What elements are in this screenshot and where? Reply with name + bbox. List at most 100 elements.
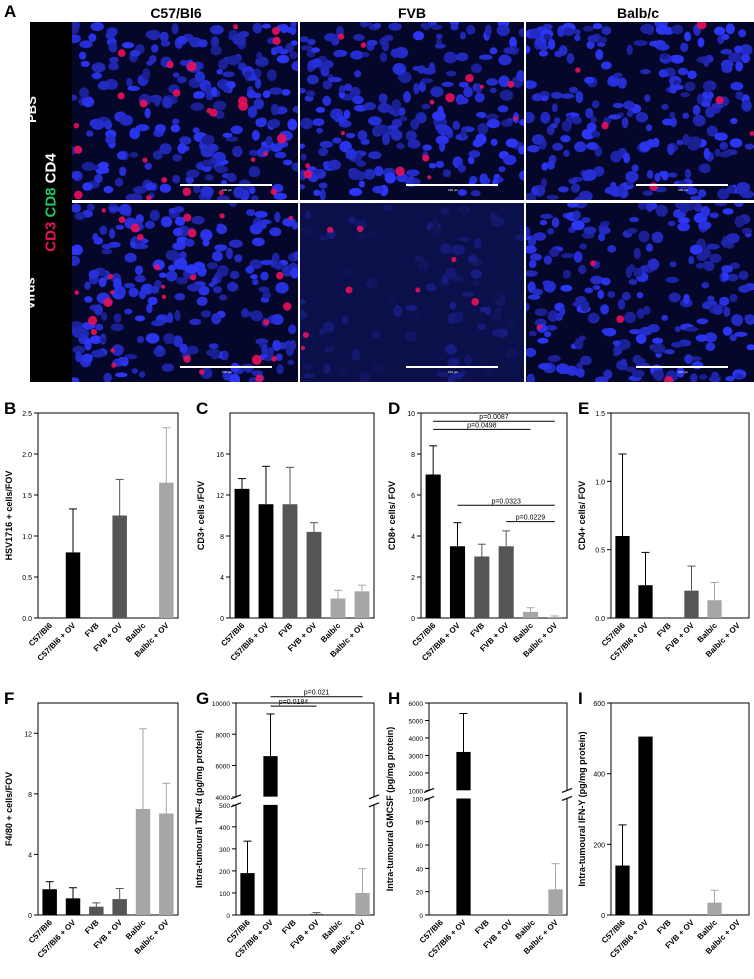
y-tick-label: 1.0 — [595, 479, 605, 486]
scale-bar-label: 100 µm — [448, 370, 459, 374]
stain-legend: CD3 CD8 CD4 — [43, 153, 60, 251]
axis-break-mark — [561, 795, 573, 801]
y-tick-label: 0.5 — [22, 575, 32, 582]
scale-bar-label: 100 µm — [678, 188, 689, 192]
y-tick-label: 0 — [411, 616, 415, 623]
panel-letter-b: B — [4, 399, 17, 418]
bar-fvb-ov — [112, 899, 127, 915]
y-tick-label: 8000 — [216, 732, 231, 739]
micrograph-pbs-fvb: 100 µm — [300, 22, 524, 200]
x-tick-label: FVB — [83, 621, 101, 639]
tile-separator — [72, 200, 754, 203]
bar-fvb — [282, 504, 298, 618]
scale-bar — [180, 366, 272, 368]
row-label-virus: Virus — [22, 277, 38, 310]
row-label-pbs: PBS — [23, 96, 39, 123]
micrograph-pbs-c57: 100 µm — [72, 22, 298, 200]
y-tick-label: 8 — [411, 452, 415, 459]
stain-cd3: CD3 — [42, 221, 60, 252]
y-tick-label: 400 — [593, 772, 605, 779]
scale-bar-label: 100 µm — [222, 188, 233, 192]
bar-c57-bl6 — [42, 889, 57, 915]
y-axis-label: CD4+ cells/ FOV — [577, 481, 587, 550]
y-tick-label: 12 — [216, 493, 224, 500]
y-axis-label: CD8+ cells/ FOV — [387, 481, 397, 550]
y-tick-label: 0 — [601, 913, 605, 920]
bar-balb-c-ov — [159, 482, 174, 618]
y-tick-label: 16 — [216, 452, 224, 459]
bar-c57-bl6-ov — [638, 736, 653, 915]
panel-letter-e: E — [578, 399, 590, 418]
y-tick-label: 2000 — [409, 771, 424, 778]
panel-letter-d: D — [388, 399, 401, 418]
column-header-balbc: Balb/c — [616, 5, 659, 21]
stain-cd4: CD4 — [42, 153, 60, 184]
bar-fvb-ov — [498, 546, 514, 618]
micrograph-pbs-balbc: 100 µm — [526, 22, 754, 200]
bar-fvb-ov — [112, 515, 127, 618]
y-tick-label: 10 — [407, 411, 415, 418]
bar-balb-c-ov — [159, 813, 174, 915]
bar-fvb — [89, 906, 104, 915]
bar-balb-c — [135, 809, 151, 915]
y-axis-label: HSV1716 + cells/FOV — [4, 471, 14, 561]
stain-cd8: CD8 — [42, 187, 60, 218]
x-tick-label: FVB — [469, 621, 487, 639]
scale-bar-label: 100 µm — [222, 370, 233, 374]
y-tick-label: 200 — [219, 869, 230, 876]
y-tick-label: 1.0 — [22, 534, 32, 541]
y-tick-label: 300 — [219, 847, 230, 854]
y-tick-label: 0.5 — [595, 548, 605, 555]
y-tick-label: 200 — [593, 842, 605, 849]
bar-fvb-ov — [309, 913, 324, 915]
panel-letter-i: I — [578, 689, 583, 708]
x-tick-label: FVB — [655, 621, 673, 639]
bar-balb-c — [330, 598, 346, 618]
y-axis-label: Intra-tumoural TNF-α (pg/mg protein) — [194, 730, 204, 888]
bar-balb-c-ov — [354, 591, 370, 618]
y-tick-label: 6 — [411, 493, 415, 500]
bar-c57-bl6-ov — [258, 504, 274, 618]
y-tick-label: 40 — [416, 866, 424, 873]
axis-break-mark — [423, 795, 435, 801]
bar-c57-bl6-ov — [263, 756, 278, 915]
column-header-fvb: FVB — [398, 5, 426, 21]
y-axis-label: Intra-tumoural IFN-Y (pg/mg protein) — [577, 731, 587, 886]
bar-c57-bl6-ov — [456, 751, 471, 915]
scale-bar — [406, 366, 498, 368]
y-tick-label: 4000 — [216, 795, 231, 802]
bar-c57-bl6-ov — [65, 552, 81, 618]
x-tick-label: FVB — [277, 621, 295, 639]
significance-label: p=0.0498 — [467, 422, 496, 429]
y-tick-label: 12 — [24, 731, 32, 738]
y-tick-label: 8 — [28, 792, 32, 799]
bar-balb-c — [707, 902, 722, 915]
y-tick-label: 0 — [226, 913, 230, 920]
y-tick-label: 4 — [411, 534, 415, 541]
panel-letter-g: G — [196, 689, 210, 708]
axis-break-mark — [368, 802, 380, 808]
y-tick-label: 2 — [411, 575, 415, 582]
y-tick-label: 60 — [416, 843, 424, 850]
bar-c57-bl6 — [240, 873, 255, 915]
y-tick-label: 2.0 — [22, 452, 32, 459]
bar-balb-c-ov — [547, 616, 563, 618]
y-tick-label: 4 — [220, 575, 224, 582]
panel-letter-h: H — [388, 689, 401, 708]
y-tick-label: 0 — [419, 913, 423, 920]
y-tick-label: 100 — [412, 796, 423, 803]
y-tick-label: 0.0 — [22, 616, 32, 623]
plot-frame — [37, 412, 179, 619]
bar-fvb-ov — [684, 590, 699, 618]
axis-break-mark — [368, 794, 380, 800]
bar-c57-bl6-ov — [449, 546, 466, 618]
plot-frame — [235, 702, 375, 916]
plot-frame — [610, 412, 750, 619]
bar-break — [455, 790, 472, 799]
scale-bar-label: 100 µm — [448, 188, 459, 192]
bar-fvb-ov — [306, 531, 322, 618]
y-tick-label: 4 — [28, 852, 32, 859]
